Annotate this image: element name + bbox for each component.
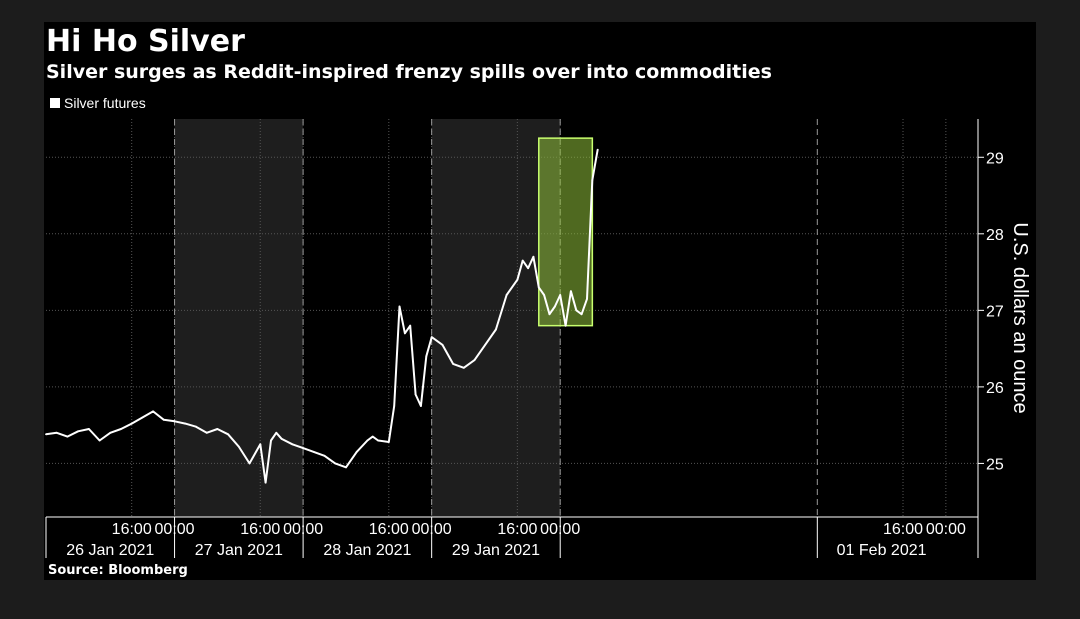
data-point: [537, 286, 540, 289]
data-point: [45, 433, 47, 436]
data-point: [516, 278, 519, 281]
data-point: [527, 267, 529, 270]
data-point: [237, 445, 240, 448]
data-point: [275, 431, 278, 434]
data-point: [441, 343, 444, 346]
data-point: [88, 428, 90, 430]
data-point: [591, 179, 594, 182]
data-point: [66, 435, 69, 438]
data-point: [109, 431, 112, 434]
legend-label: Silver futures: [64, 95, 146, 111]
data-point: [596, 148, 599, 151]
data-point: [323, 454, 326, 457]
data-point: [521, 259, 524, 262]
x-tick-label: 16:00: [369, 521, 409, 538]
data-point: [366, 439, 369, 442]
x-tick-label: 16:00: [497, 521, 537, 538]
data-point: [55, 431, 58, 434]
data-point: [570, 290, 572, 293]
y-tick-label: 28: [986, 227, 1004, 244]
data-point: [586, 298, 588, 300]
data-point: [216, 428, 219, 430]
data-point: [291, 443, 294, 446]
data-point: [184, 422, 187, 425]
data-point: [130, 422, 133, 425]
data-point: [205, 431, 208, 434]
data-point: [371, 435, 374, 438]
chart-title: Hi Ho Silver: [46, 24, 245, 59]
y-tick-label: 26: [986, 380, 1004, 397]
data-point: [559, 294, 562, 296]
data-point: [141, 416, 144, 419]
y-tick-label: 25: [986, 456, 1004, 473]
x-day-label: 26 Jan 2021: [66, 542, 154, 559]
data-point: [414, 393, 417, 396]
data-point: [270, 439, 272, 442]
data-point: [404, 332, 406, 335]
data-point: [387, 441, 390, 443]
data-point: [564, 324, 567, 327]
data-point: [548, 313, 551, 316]
x-day-label: 29 Jan 2021: [452, 542, 540, 559]
data-point: [227, 433, 230, 436]
chart-subtitle: Silver surges as Reddit-inspired frenzy …: [46, 61, 772, 83]
y-tick-label: 29: [986, 150, 1004, 167]
data-point: [495, 328, 497, 331]
x-day-label: 27 Jan 2021: [195, 542, 283, 559]
data-point: [173, 420, 176, 423]
data-point: [575, 309, 578, 312]
data-point: [420, 405, 422, 407]
data-point: [398, 305, 401, 308]
legend: Silver futures: [50, 95, 146, 111]
data-point: [505, 294, 508, 296]
shaded-period: [174, 119, 304, 517]
data-point: [334, 462, 337, 465]
data-point: [345, 466, 347, 469]
highlight-box: [538, 137, 594, 327]
data-point: [462, 366, 465, 369]
data-point: [195, 425, 197, 428]
x-day-label: 01 Feb 2021: [837, 542, 927, 559]
data-point: [425, 355, 428, 358]
data-point: [484, 343, 487, 346]
data-point: [162, 418, 165, 421]
y-axis-label: U.S. dollars an ounce: [1009, 222, 1031, 413]
legend-swatch: [50, 98, 60, 108]
x-tick-label: 16:00: [112, 521, 152, 538]
data-point: [248, 462, 251, 465]
data-point: [532, 255, 535, 258]
data-point: [355, 451, 358, 453]
data-point: [543, 294, 545, 296]
data-point: [409, 324, 412, 327]
data-point: [554, 305, 556, 308]
data-point: [152, 410, 155, 413]
data-point: [98, 439, 101, 442]
data-point: [393, 405, 396, 407]
data-point: [259, 443, 262, 446]
data-point: [377, 439, 379, 442]
data-point: [77, 430, 79, 433]
data-point: [264, 481, 267, 484]
data-point: [302, 447, 304, 449]
x-day-label: 28 Jan 2021: [323, 542, 411, 559]
source-note: Source: Bloomberg: [48, 563, 188, 578]
data-point: [430, 336, 433, 338]
y-tick-label: 27: [986, 303, 1004, 320]
data-point: [580, 313, 583, 316]
data-point: [312, 451, 315, 453]
data-point: [452, 363, 454, 365]
data-point: [280, 438, 283, 440]
x-tick-label: 00:00: [926, 521, 966, 538]
x-tick-label: 16:00: [240, 521, 280, 538]
data-point: [473, 359, 476, 361]
x-tick-label: 16:00: [883, 521, 923, 538]
data-point: [120, 428, 122, 430]
